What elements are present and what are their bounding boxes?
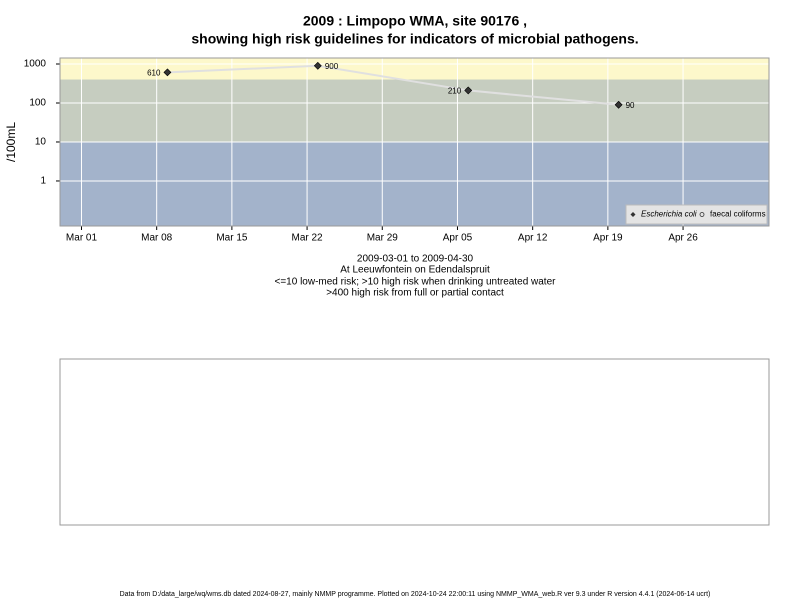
legend-label: faecal coliforms: [710, 210, 766, 219]
caption: >400 high risk from full or partial cont…: [326, 288, 504, 299]
x-tick-label: Apr 05: [443, 233, 473, 244]
x-tick-label: Mar 01: [66, 233, 98, 244]
data-label: 210: [448, 87, 462, 96]
caption: 2009-03-01 to 2009-04-30: [357, 254, 474, 265]
legend-marker: [630, 212, 636, 217]
legend-box: [625, 204, 768, 225]
footer: Data from D:/data_large/wq/wms.db dated …: [120, 591, 711, 598]
legend-label: Escherichia coli: [641, 210, 697, 219]
data-label: 610: [147, 68, 161, 77]
series-line: [167, 64, 619, 106]
x-tick-label: Mar 22: [292, 233, 324, 244]
x-tick-label: Apr 12: [518, 233, 548, 244]
data-point: [614, 100, 623, 109]
data-label: 90: [626, 101, 635, 110]
x-tick-label: Mar 29: [367, 233, 399, 244]
risk-band: [60, 79, 769, 142]
data-point: [464, 86, 473, 95]
y-tick-label: 10: [35, 137, 47, 148]
risk-band: [60, 58, 769, 80]
data-point: [163, 68, 172, 77]
empty-panel: [59, 358, 770, 526]
x-tick-label: Apr 19: [593, 233, 623, 244]
x-tick-label: Mar 15: [216, 233, 248, 244]
data-point: [313, 61, 322, 70]
chart-subtitle: showing high risk guidelines for indicat…: [191, 31, 638, 47]
chart-title: 2009 : Limpopo WMA, site 90176 ,: [303, 13, 527, 29]
y-axis-label: /100mL: [4, 122, 18, 162]
caption: At Leeuwfontein on Edendalspruit: [340, 265, 490, 276]
caption: <=10 low-med risk; >10 high risk when dr…: [275, 277, 557, 288]
y-tick-label: 1000: [24, 59, 47, 70]
x-tick-label: Mar 08: [141, 233, 173, 244]
x-tick-label: Apr 26: [668, 233, 698, 244]
y-tick-label: 100: [29, 98, 46, 109]
plot-frame: [59, 57, 770, 227]
legend-marker: [699, 212, 705, 217]
data-label: 900: [325, 62, 339, 71]
y-tick-label: 1: [40, 176, 46, 187]
